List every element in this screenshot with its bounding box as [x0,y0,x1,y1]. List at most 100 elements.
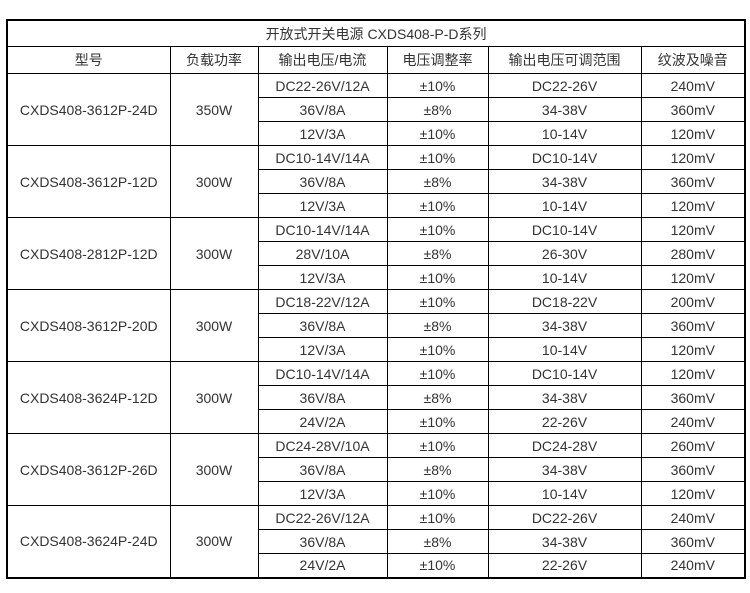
table-row: CXDS408-3612P-26D 300W DC24-28V/10A ±10% DC2… [6,433,746,506]
regulation-cell: ±10% [386,505,489,530]
regulation-cell: ±8% [386,97,489,122]
ripple-cell: 360mV [640,457,746,482]
ripple-cell: 200mV [640,289,746,314]
spec-table: 开放式开关电源 CXDS408-P-D系列 型号 负载功率 输出电压/电流 电压… [6,19,747,579]
table-row: 36V/8A ±8% 34-38V 360mV [7,313,746,338]
regulation-cell: ±10% [386,553,489,578]
range-cell: DC22-26V [487,73,642,98]
ripple-cell: 260mV [640,433,746,458]
table-row: CXDS408-3624P-12D 300W DC10-14V/14A ±10% DC1… [6,361,746,434]
table-row: 24V/2A ±10% 22-26V 240mV [7,553,746,578]
ripple-cell: 360mV [640,385,746,410]
regulation-cell: ±10% [386,289,489,314]
model-cell: CXDS408-3624P-24D [6,505,171,578]
output-cell: 24V/2A [257,409,388,434]
power-cell: 300W [169,145,259,218]
regulation-cell: ±10% [386,481,489,506]
output-cell: 36V/8A [257,313,388,338]
range-cell: 10-14V [487,481,642,506]
range-cell: 34-38V [487,97,642,122]
output-cell: 12V/3A [257,481,388,506]
output-cell: 12V/3A [257,193,388,218]
output-cell: 12V/3A [257,121,388,146]
table-row: 12V/3A ±10% 10-14V 120mV [7,265,746,290]
table-header-row: 型号 负载功率 输出电压/电流 电压调整率 输出电压可调范围 纹波及噪音 [6,46,746,74]
table-body: CXDS408-3612P-24D 350W DC22-26V/12A ±10% DC2… [6,73,746,578]
range-cell: 10-14V [487,337,642,362]
output-cell: 28V/10A [257,241,388,266]
power-cell: 350W [169,73,259,146]
output-cell: 36V/8A [257,97,388,122]
output-cell: DC10-14V/14A [257,361,388,386]
table-row: 36V/8A ±8% 34-38V 360mV [7,169,746,194]
output-cell: 12V/3A [257,337,388,362]
column-header-power: 负载功率 [169,46,259,74]
range-cell: DC24-28V [487,433,642,458]
output-cell: DC10-14V/14A [257,217,388,242]
ripple-cell: 240mV [640,409,746,434]
power-cell: 300W [169,289,259,362]
range-cell: DC10-14V [487,361,642,386]
ripple-cell: 280mV [640,241,746,266]
regulation-cell: ±8% [386,241,489,266]
output-cell: 36V/8A [257,385,388,410]
power-cell: 300W [169,361,259,434]
regulation-cell: ±10% [386,121,489,146]
table-row: 28V/10A ±8% 26-30V 280mV [7,241,746,266]
range-cell: 10-14V [487,265,642,290]
range-cell: 22-26V [487,409,642,434]
range-cell: DC18-22V [487,289,642,314]
table-row: 36V/8A ±8% 34-38V 360mV [7,457,746,482]
ripple-cell: 360mV [640,313,746,338]
table-row: 12V/3A ±10% 10-14V 120mV [7,193,746,218]
regulation-cell: ±8% [386,457,489,482]
regulation-cell: ±10% [386,217,489,242]
regulation-cell: ±10% [386,73,489,98]
table-row: CXDS408-2812P-12D 300W DC10-14V/14A ±10% DC1… [6,217,746,290]
table-row: CXDS408-3624P-24D 300W DC22-26V/12A ±10% DC2… [6,505,746,578]
regulation-cell: ±10% [386,433,489,458]
column-header-output: 输出电压/电流 [257,46,388,74]
column-header-ripple: 纹波及噪音 [640,46,746,74]
output-cell: 24V/2A [257,553,388,578]
model-cell: CXDS408-3624P-12D [6,361,171,434]
output-cell: DC18-22V/12A [257,289,388,314]
regulation-cell: ±8% [386,529,489,554]
ripple-cell: 120mV [640,265,746,290]
regulation-cell: ±10% [386,193,489,218]
model-cell: CXDS408-3612P-24D [6,73,171,146]
regulation-cell: ±8% [386,169,489,194]
range-cell: 34-38V [487,529,642,554]
regulation-cell: ±10% [386,409,489,434]
model-cell: CXDS408-2812P-12D [6,217,171,290]
ripple-cell: 120mV [640,361,746,386]
output-cell: 12V/3A [257,265,388,290]
model-cell: CXDS408-3612P-26D [6,433,171,506]
output-cell: 36V/8A [257,457,388,482]
range-cell: 10-14V [487,121,642,146]
regulation-cell: ±10% [386,361,489,386]
column-header-range: 输出电压可调范围 [487,46,642,74]
model-cell: CXDS408-3612P-12D [6,145,171,218]
table-row: 36V/8A ±8% 34-38V 360mV [7,97,746,122]
range-cell: DC22-26V [487,505,642,530]
model-cell: CXDS408-3612P-20D [6,289,171,362]
power-cell: 300W [169,217,259,290]
column-header-model: 型号 [6,46,171,74]
output-cell: 36V/8A [257,529,388,554]
table-row: CXDS408-3612P-24D 350W DC22-26V/12A ±10% DC2… [6,73,746,146]
table-row: 12V/3A ±10% 10-14V 120mV [7,121,746,146]
regulation-cell: ±8% [386,313,489,338]
table-row: 12V/3A ±10% 10-14V 120mV [7,481,746,506]
ripple-cell: 120mV [640,121,746,146]
output-cell: DC10-14V/14A [257,145,388,170]
ripple-cell: 120mV [640,145,746,170]
ripple-cell: 240mV [640,505,746,530]
table-row: CXDS408-3612P-12D 300W DC10-14V/14A ±10% DC1… [6,145,746,218]
range-cell: 34-38V [487,169,642,194]
ripple-cell: 120mV [640,217,746,242]
table-row: 12V/3A ±10% 10-14V 120mV [7,337,746,362]
output-cell: 36V/8A [257,169,388,194]
regulation-cell: ±8% [386,385,489,410]
